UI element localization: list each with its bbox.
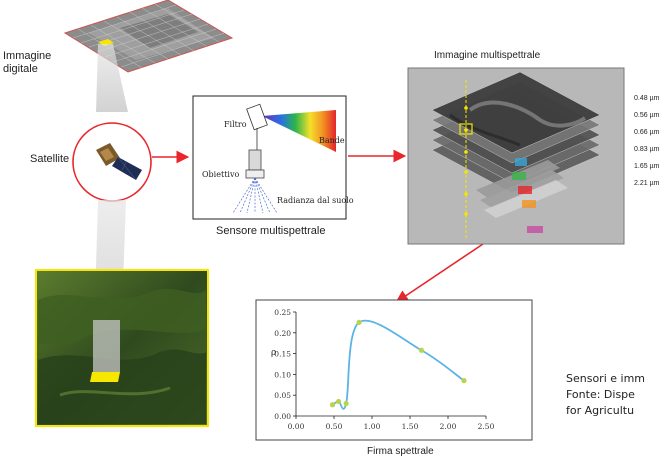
y-tick-label: 0.20	[274, 329, 291, 338]
upper-beam	[96, 44, 128, 112]
x-tick-label: 0.00	[288, 422, 305, 431]
caption-line: for Agricultu	[566, 404, 635, 417]
filter-icon	[246, 103, 268, 131]
wavelength-item: 0.56 µm	[634, 112, 660, 119]
spectral-chart-box: 0.00 0.50 1.00 1.50 2.00 2.50 0.00 0.05 0.10 0.15…	[255, 299, 533, 441]
sensor-box	[192, 95, 347, 220]
wavelength-item: 0.66 µm	[634, 129, 660, 136]
y-tick-label: 0.25	[274, 308, 291, 317]
wavelength-item: 0.83 µm	[634, 146, 660, 153]
multispectral-box	[407, 67, 625, 245]
ground-radiance-label: Radianza dal suolo	[277, 196, 354, 205]
sensor-title-label: Sensore multispettrale	[216, 225, 326, 237]
data-point	[356, 319, 362, 325]
multispectral-image-label: Immagine multispettrale	[434, 50, 541, 61]
satellite-icon	[96, 143, 142, 181]
spectrum-fan	[262, 110, 336, 152]
lens-icon	[248, 149, 262, 171]
digital-image-label-line1: Immagine	[3, 50, 52, 62]
lens-label: Obiettivo	[202, 170, 240, 179]
arrow-to-chart	[395, 243, 484, 303]
wavelength-item: 2.21 µm	[634, 180, 660, 187]
data-point	[418, 347, 424, 353]
x-tick-label: 2.50	[478, 422, 495, 431]
x-tick-label: 1.00	[364, 422, 381, 431]
radiance-rays	[232, 177, 278, 214]
y-axis-label: ρ	[271, 348, 277, 358]
x-tick-label: 2.00	[440, 422, 457, 431]
forest-photo	[35, 269, 209, 427]
y-tick-label: 0.05	[274, 391, 291, 400]
chart-ticks: 0.00 0.50 1.00 1.50 2.00 2.50 0.00 0.05 0.10 0.15…	[274, 308, 494, 431]
y-tick-label: 0.00	[274, 412, 291, 421]
data-point	[329, 402, 336, 408]
wavelength-item: 1.65 µm	[634, 163, 660, 170]
data-point	[335, 398, 342, 405]
filter-label: Filtro	[224, 120, 247, 129]
digital-image-label: Immagine digitale	[3, 50, 51, 76]
x-tick-label: 1.50	[402, 422, 419, 431]
caption-line: Sensori e imm	[566, 372, 646, 385]
data-point	[461, 378, 467, 384]
digital-image-label-line2: digitale	[3, 63, 38, 75]
satellite-label: Satellite	[30, 153, 70, 165]
chart-axes	[295, 312, 486, 417]
caption-line: Fonte: Dispe	[566, 388, 635, 401]
data-point	[343, 400, 349, 407]
bands-label: Bande	[319, 136, 345, 145]
y-tick-label: 0.10	[274, 370, 291, 379]
spectral-signature-label: Firma spettrale	[367, 446, 434, 457]
digital-image-grid	[63, 0, 234, 73]
x-tick-label: 0.50	[326, 422, 343, 431]
wavelength-item: 0.48 µm	[634, 95, 660, 102]
y-tick-label: 0.15	[274, 350, 291, 359]
chart-points	[329, 319, 467, 408]
